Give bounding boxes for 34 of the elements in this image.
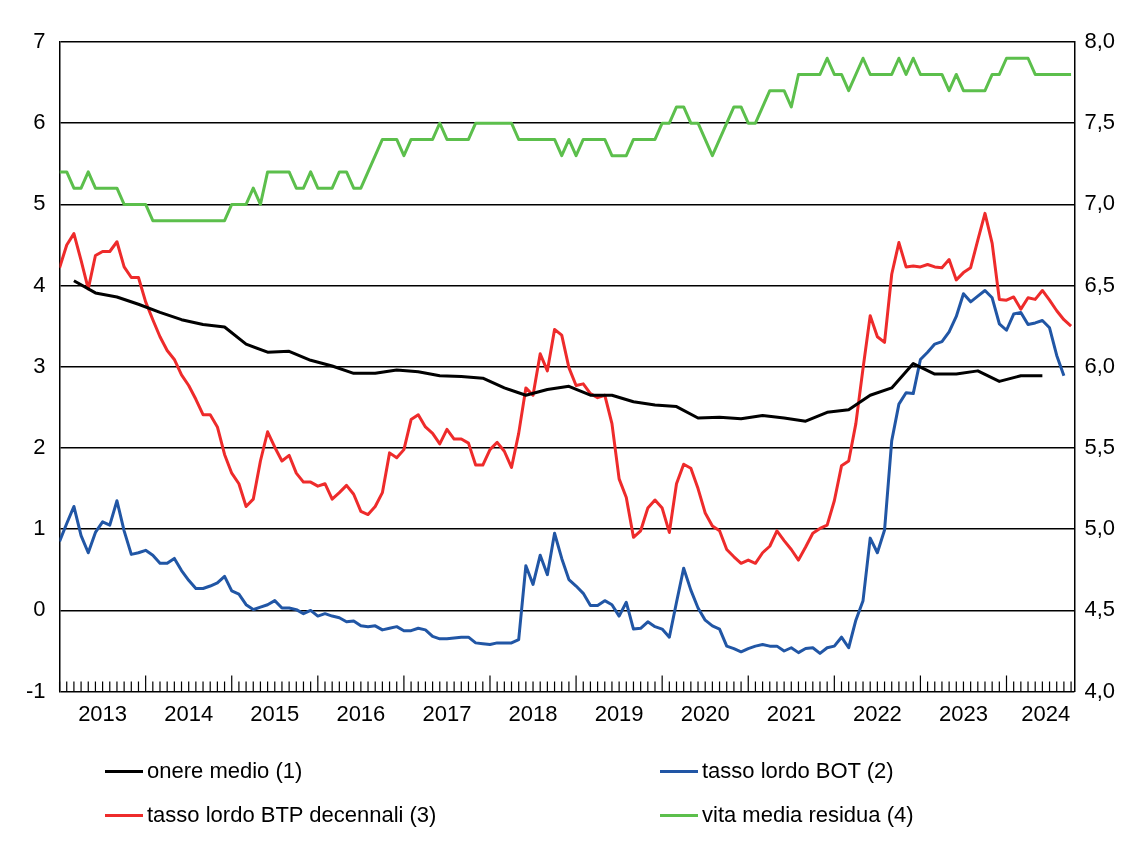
- y-tick-label: 7: [33, 28, 46, 54]
- legend-label: tasso lordo BOT (2): [702, 758, 894, 784]
- x-tick-label: 2023: [938, 700, 988, 726]
- x-tick-label: 2020: [680, 700, 730, 726]
- x-tick-label: 2022: [852, 700, 902, 726]
- y2-tick-label: 6,5: [1084, 271, 1116, 297]
- y-tick-label: 5: [33, 190, 46, 216]
- x-tick-label: 2018: [508, 700, 558, 726]
- x-tick-label: 2015: [250, 700, 300, 726]
- x-tick-label: 2016: [336, 700, 386, 726]
- x-tick-label: 2017: [422, 700, 472, 726]
- legend-label: vita media residua (4): [702, 802, 914, 828]
- x-tick-label: 2013: [78, 700, 128, 726]
- y2-tick-label: 4,0: [1084, 677, 1116, 703]
- y2-tick-label: 5,0: [1084, 515, 1116, 541]
- y-tick-label: 0: [33, 596, 46, 622]
- y2-tick-label: 7,0: [1084, 190, 1116, 216]
- y-tick-label: 1: [33, 515, 46, 541]
- y-tick-label: -1: [26, 677, 46, 703]
- x-tick-label: 2021: [766, 700, 816, 726]
- y2-tick-label: 4,5: [1084, 596, 1116, 622]
- legend-label: tasso lordo BTP decennali (3): [147, 802, 437, 828]
- y2-tick-label: 5,5: [1084, 434, 1116, 460]
- x-tick-label: 2024: [1021, 700, 1071, 726]
- x-tick-label: 2019: [594, 700, 644, 726]
- y-tick-label: 4: [33, 271, 46, 297]
- y2-tick-label: 8,0: [1084, 28, 1116, 54]
- y-tick-label: 6: [33, 109, 46, 135]
- y-tick-label: 2: [33, 434, 46, 460]
- y-tick-label: 3: [33, 352, 46, 378]
- x-tick-label: 2014: [164, 700, 214, 726]
- legend-label: onere medio (1): [147, 758, 303, 784]
- y2-tick-label: 6,0: [1084, 352, 1116, 378]
- y2-tick-label: 7,5: [1084, 109, 1116, 135]
